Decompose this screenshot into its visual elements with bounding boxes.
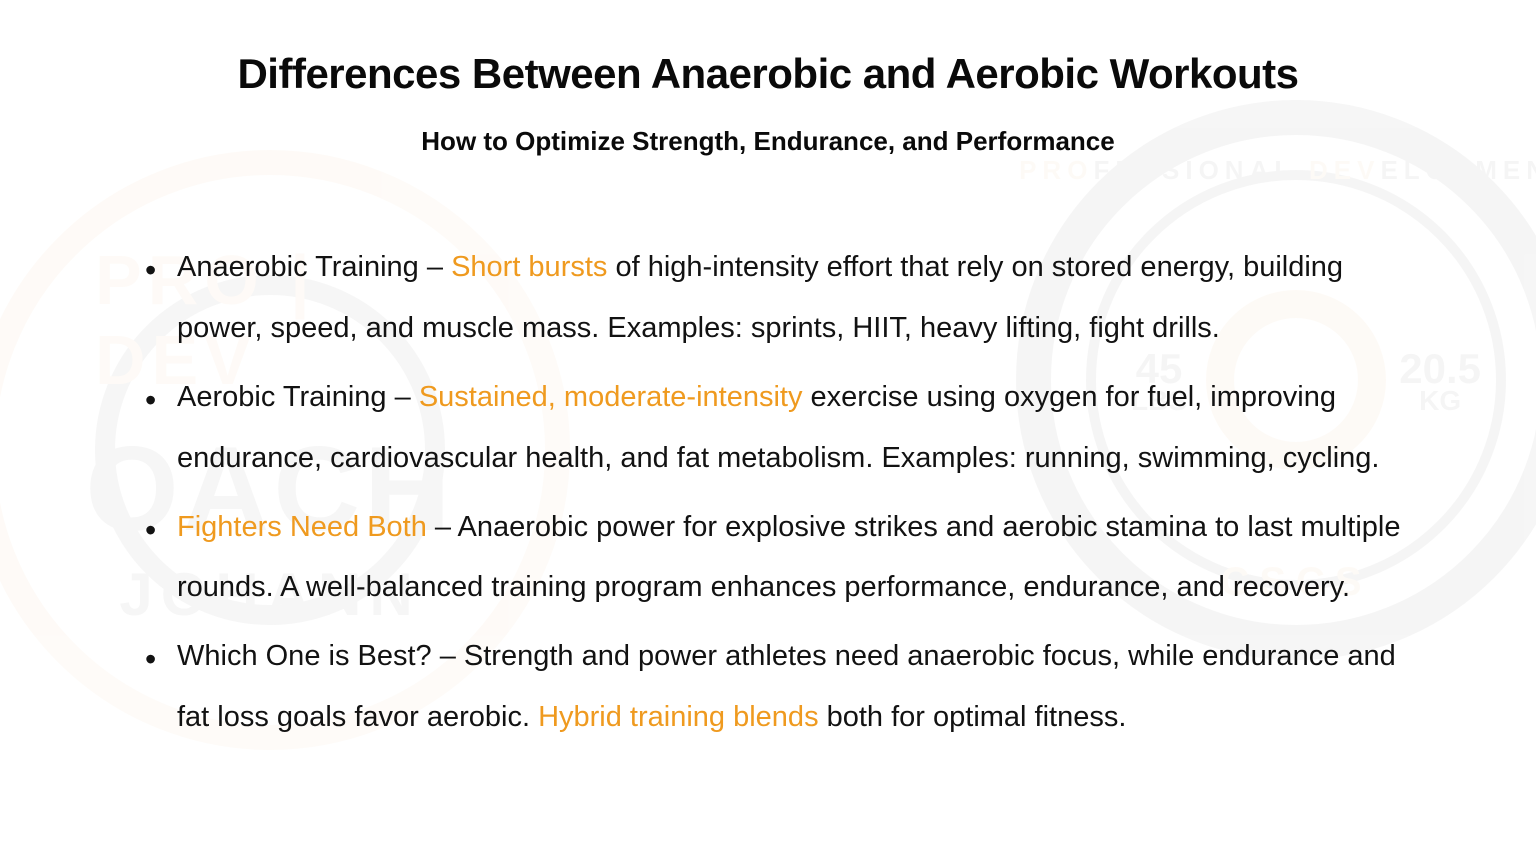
bullet-item: Anaerobic Training – Short bursts of hig… bbox=[145, 237, 1436, 359]
bullet-rest: both for optimal fitness. bbox=[819, 701, 1127, 733]
bullet-item: Aerobic Training – Sustained, moderate-i… bbox=[145, 367, 1436, 489]
bullet-highlight: Hybrid training blends bbox=[538, 701, 818, 733]
bullet-item: Fighters Need Both – Anaerobic power for… bbox=[145, 497, 1436, 619]
slide-subtitle: How to Optimize Strength, Endurance, and… bbox=[100, 126, 1436, 157]
bullet-item: Which One is Best? – Strength and power … bbox=[145, 626, 1436, 748]
bullet-highlight: Sustained, moderate-intensity bbox=[419, 381, 803, 413]
bullet-highlight: Short bursts bbox=[451, 251, 607, 283]
slide-content: Differences Between Anaerobic and Aerobi… bbox=[0, 0, 1536, 748]
bullet-prefix: Anaerobic Training – bbox=[177, 251, 451, 283]
slide-title: Differences Between Anaerobic and Aerobi… bbox=[100, 50, 1436, 98]
bullet-list: Anaerobic Training – Short bursts of hig… bbox=[100, 237, 1436, 748]
bullet-prefix: Aerobic Training – bbox=[177, 381, 419, 413]
bullet-highlight: Fighters Need Both bbox=[177, 511, 427, 543]
